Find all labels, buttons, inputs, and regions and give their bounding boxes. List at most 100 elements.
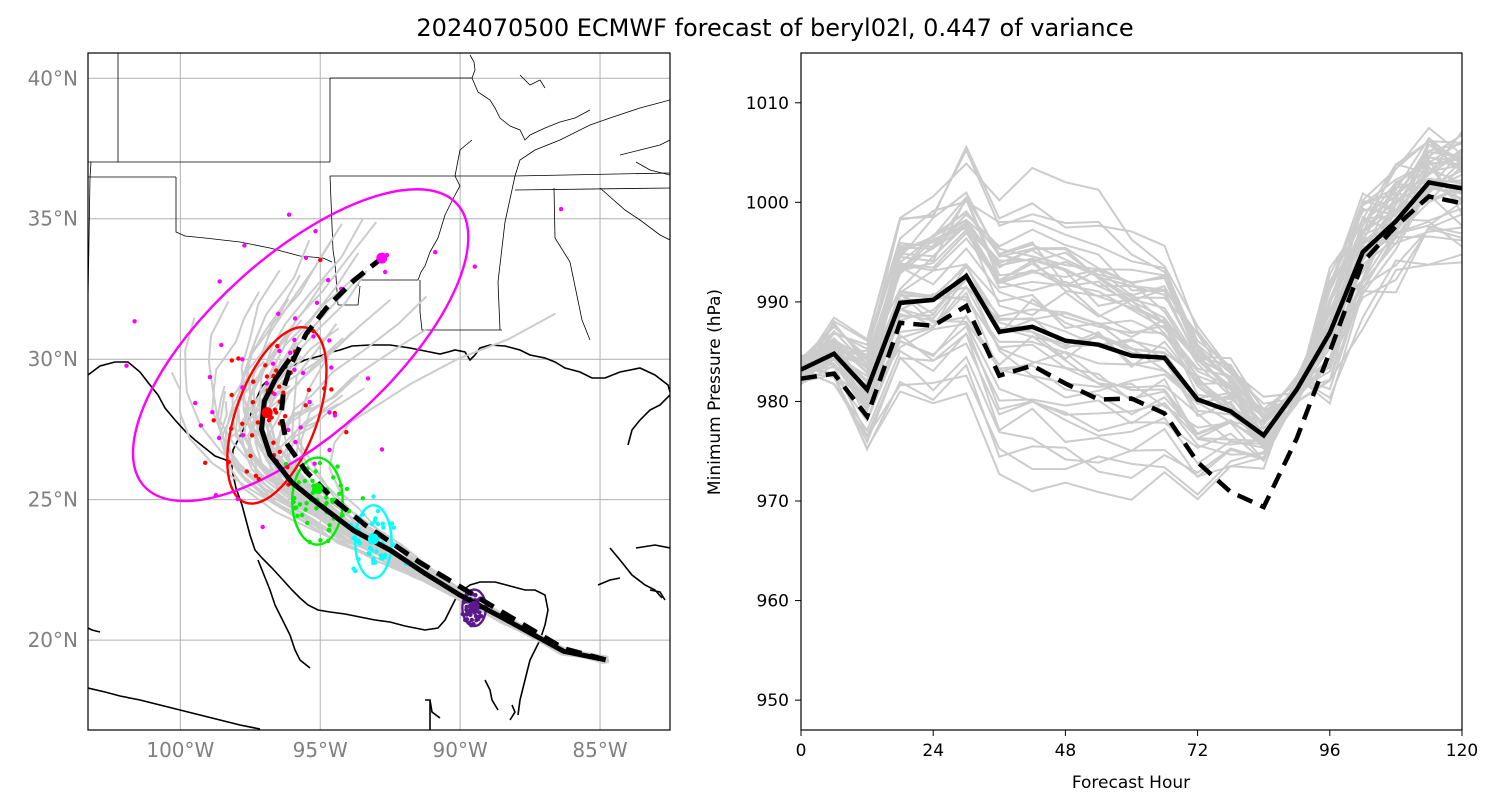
pressure-ensemble-member (801, 139, 1462, 412)
x-tick-label: 96 (1319, 741, 1341, 761)
pressure-mean-line (801, 179, 1462, 439)
track-map-panel: 100°W 95°W 90°W 85°W 20°N 25°N 30°N 35°N 40°N (28, 52, 671, 762)
ensemble-position-120h (276, 311, 281, 316)
ensemble-position-120h (293, 439, 298, 445)
ensemble-position-96h (344, 430, 349, 435)
ensemble-position-48h (371, 494, 376, 499)
ensemble-position-72h (337, 491, 342, 496)
ensemble-position-120h (270, 361, 276, 366)
ensemble-mean-track (258, 357, 607, 663)
ensemble-position-120h (286, 212, 292, 217)
ensemble-position-48h (357, 541, 363, 546)
ensemble-position-72h (340, 513, 345, 518)
ensemble-position-48h (373, 516, 378, 521)
ensemble-position-120h (383, 269, 388, 275)
ensemble-position-120h (312, 461, 317, 466)
track-marker-96h (261, 407, 273, 419)
ensemble-position-96h (263, 363, 268, 368)
ensemble-position-120h (292, 367, 297, 372)
ensemble-position-96h (244, 469, 249, 474)
ensemble-position-120h (329, 365, 334, 370)
ensemble-position-120h (286, 427, 291, 433)
ensemble-position-120h (213, 492, 219, 498)
ensemble-position-120h (298, 425, 303, 430)
ensemble-track (216, 385, 607, 663)
ensemble-position-48h (375, 508, 381, 514)
ensemble-position-48h (371, 556, 376, 561)
ensemble-position-96h (236, 356, 241, 361)
ensemble-position-48h (381, 525, 386, 530)
ensemble-position-96h (318, 257, 323, 263)
ensemble-position-72h (297, 502, 303, 507)
ensemble-position-24h (460, 611, 465, 617)
ensemble-position-48h (373, 560, 378, 565)
ensemble-position-72h (317, 460, 323, 466)
ensemble-position-48h (356, 557, 361, 562)
pressure-axes: 0 24 48 72 96 120 950 960 970 980 990 1000 1010 (746, 94, 1478, 761)
ensemble-position-24h (464, 612, 469, 617)
ensemble-position-96h (250, 400, 256, 405)
ensemble-position-48h (375, 521, 381, 527)
pressure-plot-frame (800, 52, 1463, 731)
ensemble-position-120h (219, 342, 224, 348)
ensemble-position-96h (286, 482, 291, 487)
pressure-plot-background (801, 53, 1462, 730)
map-tick-labels: 100°W 95°W 90°W 85°W 20°N 25°N 30°N 35°N 40°N (28, 66, 628, 762)
ensemble-position-48h (374, 549, 379, 554)
x-tick-label: 0 (796, 741, 807, 761)
track-marker-72h (311, 482, 323, 494)
ensemble-position-120h (307, 399, 312, 405)
pressure-ensemble-member (801, 151, 1462, 419)
ensemble-position-120h (379, 447, 385, 452)
ensemble-position-72h (302, 478, 308, 484)
ensemble-position-120h (313, 229, 318, 234)
ensemble-position-72h (327, 528, 332, 533)
pressure-main-lines (801, 179, 1462, 510)
x-axis-label: Forecast Hour (1072, 773, 1190, 793)
state-borders (88, 53, 670, 341)
ensemble-position-96h (322, 386, 327, 391)
ensemble-position-48h (367, 545, 373, 551)
ensemble-position-120h (240, 385, 245, 390)
ensemble-position-120h (292, 337, 297, 343)
map-lon-tick-label: 95°W (293, 738, 348, 762)
ensemble-position-96h (266, 418, 272, 423)
coastline (88, 344, 670, 730)
ensemble-position-72h (299, 512, 305, 518)
x-tick-label: 120 (1446, 741, 1478, 761)
ensemble-position-96h (303, 403, 308, 408)
ensemble-position-48h (382, 552, 388, 558)
ensemble-position-96h (285, 465, 290, 470)
x-tick-label: 24 (922, 741, 944, 761)
ensemble-position-72h (294, 505, 299, 510)
ensemble-position-120h (300, 370, 306, 376)
map-background (88, 53, 670, 730)
ensemble-position-120h (240, 433, 246, 438)
pressure-ensemble-member (801, 201, 1462, 465)
ensemble-position-96h (277, 449, 282, 454)
ensemble-position-72h (296, 480, 301, 485)
pressure-ensemble-member (801, 220, 1462, 463)
ensemble-position-96h (275, 343, 280, 349)
track-marker-48h (367, 533, 379, 545)
ensemble-position-24h (477, 610, 482, 615)
map-lat-tick-label: 30°N (28, 347, 78, 371)
ensemble-position-120h (124, 363, 129, 368)
ensemble-position-96h (306, 387, 312, 393)
ensemble-position-120h (193, 400, 198, 406)
y-tick-label: 980 (757, 392, 789, 412)
pressure-chart-panel: 0 24 48 72 96 120 950 960 970 980 990 1000 1010 Fore… (705, 52, 1478, 793)
ensemble-position-120h (210, 410, 215, 415)
ensemble-position-96h (255, 420, 260, 425)
ensemble-position-24h (473, 614, 479, 619)
pressure-ensemble-member (801, 148, 1462, 446)
ensemble-position-72h (331, 475, 336, 480)
mean-track (258, 252, 607, 663)
map-lat-tick-label: 40°N (28, 66, 78, 90)
ensemble-position-96h (274, 368, 279, 373)
principal-track (278, 256, 607, 663)
ensemble-position-120h (558, 206, 564, 212)
y-tick-label: 1000 (746, 193, 789, 213)
ensemble-position-72h (330, 499, 336, 505)
ensemble-position-96h (277, 384, 282, 389)
